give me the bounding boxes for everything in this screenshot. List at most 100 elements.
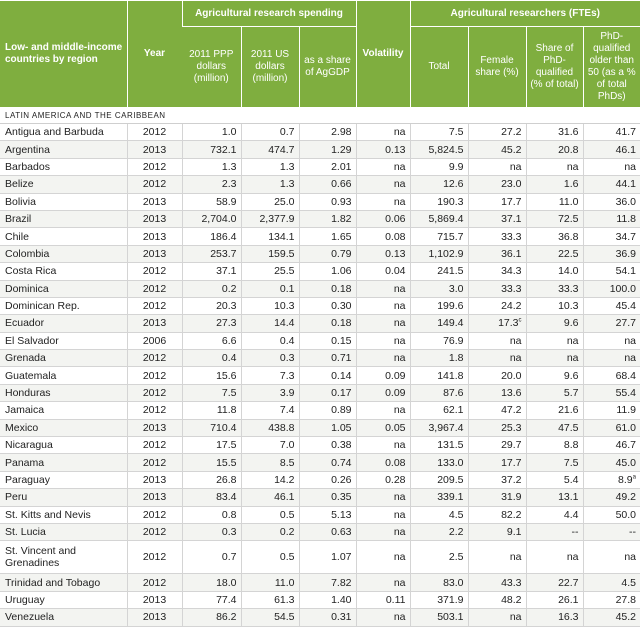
- female-header: Female share (%): [467, 26, 526, 107]
- country-value: Colombia: [5, 247, 50, 260]
- phd-value: --: [571, 526, 579, 539]
- cell-female: 27.2: [467, 123, 526, 142]
- cell-female: 9.1: [467, 523, 526, 542]
- vol-value: 0.28: [385, 474, 406, 486]
- cell-total: 9.9: [409, 158, 468, 177]
- cell-country: Colombia: [0, 245, 127, 264]
- table-row: El Salvador 2006 6.6 0.4 0.15 na 76.9 na na na: [0, 332, 640, 351]
- cell-total: 503.1: [409, 608, 468, 627]
- cell-usd: 11.0: [240, 573, 299, 592]
- cell-usd: 54.5: [240, 608, 299, 627]
- cell-share: 0.35: [298, 488, 356, 507]
- share-value: 0.38: [331, 439, 352, 452]
- table-row: Nicaragua 2012 17.5 7.0 0.38 na 131.5 29.7 8.8 46…: [0, 436, 640, 455]
- country-value: Uruguay: [5, 593, 45, 606]
- vol-value: na: [393, 282, 406, 295]
- usd-value: 54.5: [274, 611, 295, 624]
- country-value: Guatemala: [5, 369, 57, 382]
- cell-year: 2006: [126, 332, 182, 351]
- vol-value: na: [393, 317, 406, 330]
- year-value: 2012: [142, 352, 167, 365]
- cell-older: 50.0: [582, 506, 640, 524]
- cell-total: 5,869.4: [409, 210, 468, 229]
- phd-value: 10.3: [558, 300, 579, 313]
- cell-ppp: 86.2: [181, 608, 241, 627]
- phd-value: na: [566, 334, 579, 347]
- cell-phd: 13.1: [525, 488, 583, 507]
- usd-value: 8.5: [279, 456, 295, 469]
- cell-usd: 14.4: [240, 314, 299, 333]
- ppp-value: 37.1: [216, 265, 237, 278]
- region-row: LATIN AMERICA AND THE CARIBBEAN: [0, 107, 640, 124]
- cell-older: 46.1: [582, 140, 640, 159]
- older-value: 36.0: [615, 195, 636, 208]
- country-value: St. Lucia: [5, 526, 46, 539]
- cell-phd: na: [525, 540, 583, 575]
- ppp-value: 77.4: [216, 593, 237, 606]
- cell-ppp: 27.3: [181, 314, 241, 333]
- cell-vol: 0.04: [355, 262, 410, 281]
- older-value: 34.7: [615, 230, 636, 243]
- country-value: El Salvador: [5, 334, 59, 347]
- total-value: 199.6: [437, 300, 464, 313]
- cell-vol: 0.13: [355, 245, 410, 264]
- year-value: 2012: [142, 387, 167, 400]
- cell-phd: na: [525, 349, 583, 368]
- country-value: Dominican Rep.: [5, 300, 80, 313]
- vol-value: na: [393, 178, 406, 191]
- cell-phd: 10.3: [525, 297, 583, 316]
- usd-value: 46.1: [274, 491, 295, 504]
- share-value: 1.29: [331, 143, 352, 156]
- year-value: 2012: [142, 526, 167, 539]
- phd-value: 5.4: [563, 474, 579, 486]
- usd-value: 0.5: [279, 551, 295, 564]
- region-label: LATIN AMERICA AND THE CARIBBEAN: [0, 107, 640, 124]
- ppp-value: 11.8: [216, 404, 237, 417]
- female-value: na: [509, 334, 522, 347]
- older-value: na: [624, 334, 636, 347]
- share-value: 1.05: [331, 421, 352, 434]
- cell-usd: 438.8: [240, 419, 299, 438]
- cell-female: 34.3: [467, 262, 526, 281]
- cell-older: 49.2: [582, 488, 640, 507]
- vol-value: 0.04: [385, 265, 406, 278]
- cell-vol: 0.05: [355, 419, 410, 438]
- cell-year: 2012: [126, 384, 182, 403]
- country-value: Chile: [5, 230, 29, 243]
- cell-country: St. Vincent and Grenadines: [0, 540, 127, 575]
- usd-value: 14.4: [274, 317, 295, 330]
- cell-total: 62.1: [409, 401, 468, 420]
- female-value: 24.2: [501, 300, 522, 313]
- usd-value: 7.4: [279, 404, 295, 417]
- cell-year: 2013: [126, 210, 182, 229]
- cell-share: 0.14: [298, 366, 356, 385]
- table-row: Venezuela 2013 86.2 54.5 0.31 na 503.1 na 16.3 45…: [0, 608, 640, 627]
- cell-older: 36.0: [582, 193, 640, 211]
- year-value: 2012: [142, 300, 167, 313]
- cell-phd: --: [525, 523, 583, 542]
- cell-ppp: 0.8: [181, 506, 241, 524]
- cell-share: 1.82: [298, 210, 356, 229]
- table-row: Dominican Rep. 2012 20.3 10.3 0.30 na 199.6 24.…: [0, 297, 640, 316]
- cell-share: 0.63: [298, 523, 356, 542]
- cell-country: Venezuela: [0, 608, 127, 627]
- cell-country: Chile: [0, 227, 127, 246]
- vol-value: na: [393, 508, 406, 521]
- country-value: Antigua and Barbuda: [5, 126, 104, 139]
- ppp-value: 7.5: [221, 387, 237, 400]
- cell-country: Panama: [0, 453, 127, 472]
- phd-value: 4.4: [563, 508, 579, 521]
- cell-vol: na: [355, 123, 410, 142]
- cell-total: 209.5: [409, 471, 468, 490]
- cell-usd: 2,377.9: [240, 210, 299, 229]
- female-value: 33.3: [501, 282, 522, 295]
- usd-value: 61.3: [274, 593, 295, 606]
- share-value: 0.17: [331, 387, 352, 400]
- cell-country: Honduras: [0, 384, 127, 403]
- older-value: 36.9: [615, 247, 636, 260]
- vol-value: na: [393, 526, 406, 539]
- phd-value: 21.6: [558, 404, 579, 417]
- cell-vol: 0.09: [355, 384, 410, 403]
- cell-phd: na: [525, 158, 583, 177]
- cell-female: 37.2: [467, 471, 526, 490]
